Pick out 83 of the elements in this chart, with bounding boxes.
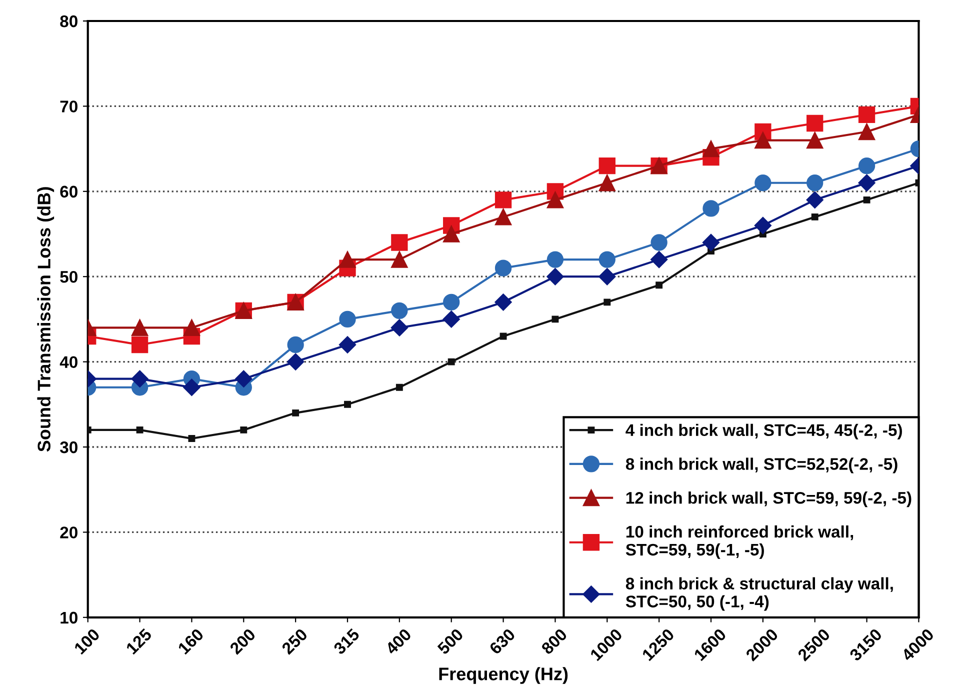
point xyxy=(702,140,720,158)
point xyxy=(235,370,252,388)
point xyxy=(754,174,772,192)
point xyxy=(806,132,824,149)
point xyxy=(136,426,144,434)
x-tick-label: 500 xyxy=(436,628,464,656)
y-tick-label: 70 xyxy=(60,100,78,112)
point xyxy=(806,114,824,132)
point xyxy=(494,260,512,276)
point xyxy=(183,319,200,336)
y-tick-label: 30 xyxy=(60,441,78,454)
point xyxy=(858,123,876,140)
point xyxy=(443,226,460,242)
point xyxy=(598,251,616,268)
point xyxy=(754,216,772,234)
point xyxy=(754,132,772,149)
point xyxy=(442,310,460,328)
point xyxy=(494,192,512,208)
point xyxy=(338,336,356,354)
point xyxy=(806,191,824,208)
point xyxy=(811,213,818,220)
point xyxy=(702,234,720,252)
x-tick-label: 800 xyxy=(540,628,568,656)
y-tick-label: 80 xyxy=(60,15,78,28)
point xyxy=(598,268,616,286)
point xyxy=(702,200,720,217)
point xyxy=(443,294,460,310)
legend-label: 10 inch reinforced brick wall, STC=59, 59(-1, -5) xyxy=(626,525,854,559)
point xyxy=(391,302,408,320)
point xyxy=(390,319,408,336)
point xyxy=(598,174,616,192)
point xyxy=(806,174,824,192)
point xyxy=(240,426,248,434)
point xyxy=(500,332,507,340)
x-tick-label: 400 xyxy=(384,628,412,656)
point xyxy=(858,106,876,124)
point xyxy=(863,196,870,204)
y-tick-label: 60 xyxy=(60,186,78,198)
point xyxy=(131,319,148,336)
point xyxy=(858,158,876,174)
point xyxy=(656,282,663,289)
point xyxy=(494,208,512,226)
point xyxy=(604,298,611,306)
point xyxy=(183,378,200,396)
point xyxy=(650,251,668,268)
point xyxy=(858,174,876,192)
point xyxy=(131,336,148,354)
point xyxy=(552,316,559,323)
x-axis-title: Frequency (Hz) xyxy=(439,667,568,684)
point xyxy=(339,310,356,328)
point xyxy=(448,358,455,366)
point xyxy=(650,234,668,251)
point xyxy=(287,353,304,370)
y-axis-title: Sound Transmission Loss (dB) xyxy=(37,187,54,452)
point xyxy=(287,336,304,354)
point xyxy=(546,251,564,268)
x-tick-label: 315 xyxy=(332,628,360,656)
legend-label: 8 inch brick & structural clay wall, STC=50, 50 (-1, -4) xyxy=(626,577,893,611)
x-tick-label: 100 xyxy=(74,628,100,655)
point xyxy=(546,268,564,286)
point xyxy=(494,294,512,311)
x-tick-label: 125 xyxy=(126,628,152,655)
legend-label: 8 inch brick wall, STC=52,52(-2, -5) xyxy=(626,458,898,474)
point xyxy=(598,158,616,174)
point xyxy=(339,251,356,268)
point xyxy=(546,192,564,208)
point xyxy=(131,370,148,388)
point xyxy=(391,234,408,251)
legend-label: 12 inch brick wall, STC=59, 59(-2, -5) xyxy=(626,492,912,508)
x-tick-label: 250 xyxy=(280,628,308,656)
x-tick-label: 200 xyxy=(229,628,256,656)
point xyxy=(292,409,300,416)
y-tick-label: 10 xyxy=(60,612,78,624)
point xyxy=(396,384,403,391)
point xyxy=(188,435,196,442)
y-tick-label: 20 xyxy=(60,526,78,538)
x-tick-label: 160 xyxy=(177,628,204,655)
point xyxy=(391,251,408,268)
legend-label: 4 inch brick wall, STC=45, 45(-2, -5) xyxy=(626,424,902,440)
y-tick-label: 40 xyxy=(60,356,78,368)
point xyxy=(344,400,351,408)
x-tick-label: 630 xyxy=(488,628,516,656)
y-tick-label: 50 xyxy=(60,271,78,283)
